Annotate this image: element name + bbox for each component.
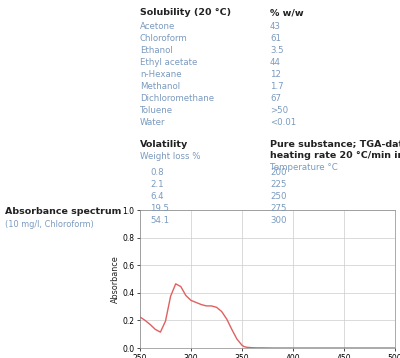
Text: 6.4: 6.4 [150, 192, 164, 201]
Text: 3.5: 3.5 [270, 46, 284, 55]
Text: 250: 250 [270, 192, 286, 201]
Text: % w/w: % w/w [270, 8, 304, 17]
Text: Acetone: Acetone [140, 22, 175, 31]
Text: Toluene: Toluene [140, 106, 173, 115]
Text: 300: 300 [270, 216, 286, 225]
Text: 200: 200 [270, 168, 286, 177]
Text: 1.7: 1.7 [270, 82, 284, 91]
Text: 54.1: 54.1 [150, 216, 169, 225]
Text: Methanol: Methanol [140, 82, 180, 91]
Text: >50: >50 [270, 106, 288, 115]
Text: Ethyl acetate: Ethyl acetate [140, 58, 197, 67]
Text: Absorbance spectrum: Absorbance spectrum [5, 207, 121, 216]
Text: Volatility: Volatility [140, 140, 188, 149]
Text: Dichloromethane: Dichloromethane [140, 94, 214, 103]
Y-axis label: Absorbance: Absorbance [110, 255, 120, 303]
Text: Water: Water [140, 118, 166, 127]
Text: 0.8: 0.8 [150, 168, 164, 177]
Text: <0.01: <0.01 [270, 118, 296, 127]
Text: Solubility (20 °C): Solubility (20 °C) [140, 8, 231, 17]
Text: 275: 275 [270, 204, 286, 213]
Text: Temperature °C: Temperature °C [270, 163, 338, 172]
Text: 19.5: 19.5 [150, 204, 169, 213]
Text: 2.1: 2.1 [150, 180, 164, 189]
Text: Weight loss %: Weight loss % [140, 152, 200, 161]
Text: (10 mg/l, Chloroform): (10 mg/l, Chloroform) [5, 220, 94, 229]
Text: 12: 12 [270, 70, 281, 79]
Text: 43: 43 [270, 22, 281, 31]
Text: 67: 67 [270, 94, 281, 103]
Text: 61: 61 [270, 34, 281, 43]
Text: Chloroform: Chloroform [140, 34, 188, 43]
Text: heating rate 20 °C/min in air: heating rate 20 °C/min in air [270, 151, 400, 160]
Text: n-Hexane: n-Hexane [140, 70, 182, 79]
Text: Pure substance; TGA-data,: Pure substance; TGA-data, [270, 140, 400, 149]
Text: 44: 44 [270, 58, 281, 67]
Text: 225: 225 [270, 180, 286, 189]
Text: Ethanol: Ethanol [140, 46, 173, 55]
